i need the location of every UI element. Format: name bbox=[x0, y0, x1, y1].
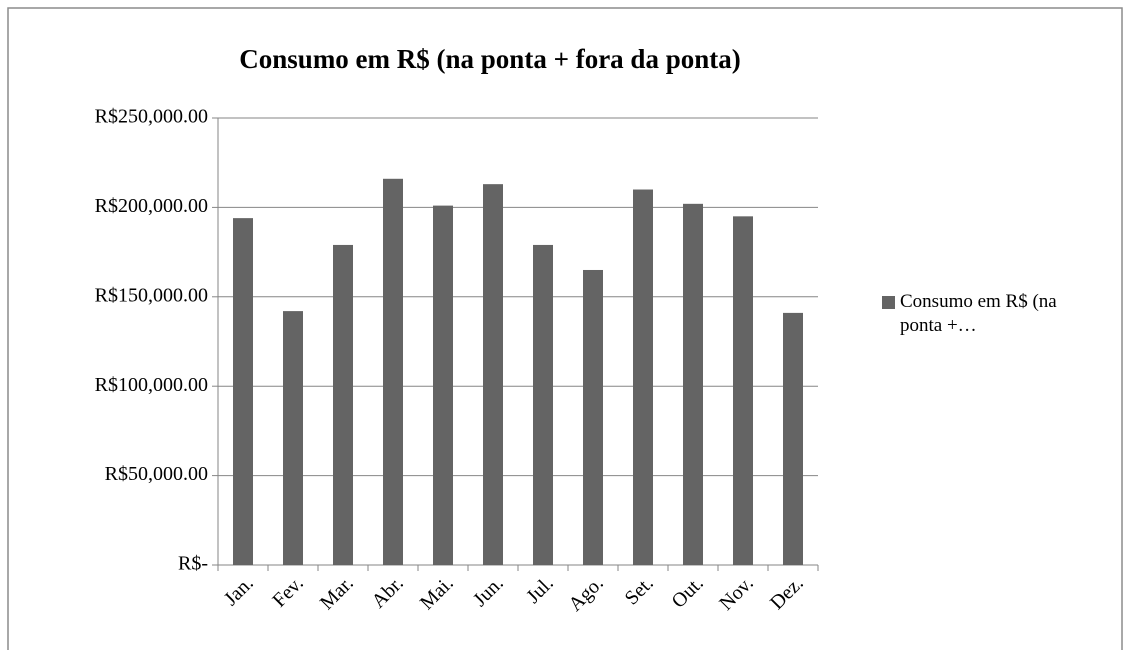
bar bbox=[733, 216, 753, 565]
x-tick-label: Dez. bbox=[766, 572, 808, 614]
bar bbox=[433, 205, 453, 565]
bar bbox=[683, 203, 703, 565]
bar bbox=[483, 184, 503, 565]
bar bbox=[233, 218, 253, 566]
bar bbox=[383, 178, 403, 566]
x-tick-label: Fev. bbox=[268, 572, 307, 611]
y-tick-label: R$250,000.00 bbox=[95, 106, 208, 128]
bar bbox=[283, 311, 303, 565]
x-tick-label: Mai. bbox=[416, 572, 458, 614]
y-tick-label: R$50,000.00 bbox=[105, 463, 208, 485]
chart-frame bbox=[7, 7, 1123, 650]
x-tick-label: Mar. bbox=[316, 572, 358, 614]
x-tick-label: Jun. bbox=[469, 572, 508, 611]
y-tick-label: R$200,000.00 bbox=[95, 195, 208, 217]
bar bbox=[633, 189, 653, 565]
y-tick-label: R$100,000.00 bbox=[95, 374, 208, 396]
y-tick-label: R$150,000.00 bbox=[95, 284, 208, 306]
x-tick-label: Jul. bbox=[522, 572, 558, 608]
x-tick-label: Set. bbox=[621, 572, 658, 609]
x-tick-label: Abr. bbox=[367, 572, 407, 612]
x-tick-label: Jan. bbox=[220, 572, 258, 610]
legend-swatch bbox=[882, 296, 895, 309]
chart-title: Consumo em R$ (na ponta + fora da ponta) bbox=[239, 44, 740, 74]
y-tick-label: R$- bbox=[178, 553, 208, 575]
bar bbox=[783, 312, 803, 565]
legend: Consumo em R$ (na ponta +… bbox=[882, 290, 1082, 338]
bar bbox=[333, 244, 353, 565]
bar bbox=[533, 244, 553, 565]
bar bbox=[583, 269, 603, 565]
x-tick-label: Ago. bbox=[564, 572, 607, 615]
legend-label: Consumo em R$ (na ponta +… bbox=[900, 291, 1057, 336]
x-tick-label: Nov. bbox=[715, 572, 758, 615]
x-tick-label: Out. bbox=[667, 572, 707, 612]
